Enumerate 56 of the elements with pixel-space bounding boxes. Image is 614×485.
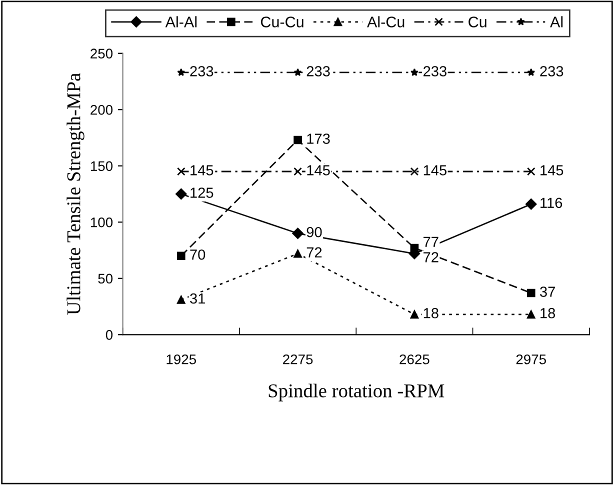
point xyxy=(294,167,302,176)
data-label: 233 xyxy=(424,66,446,76)
point xyxy=(410,167,419,176)
legend-label: Al-Cu xyxy=(367,16,404,28)
point xyxy=(176,188,187,200)
legend-label: Cu-Cu xyxy=(260,16,304,28)
data-label: 173 xyxy=(307,134,330,144)
y-tick-label: 150 xyxy=(90,161,113,172)
x-axis-title: Spindle rotation -RPM xyxy=(268,384,444,402)
legend-label: Al-Al xyxy=(165,16,197,28)
legend-label: Cu xyxy=(468,16,486,28)
data-label: 72 xyxy=(306,247,322,258)
data-label: 116 xyxy=(540,198,562,208)
x-tick-label: 2275 xyxy=(283,354,313,364)
point xyxy=(294,249,302,258)
x-tick-label: 2975 xyxy=(516,354,546,364)
point xyxy=(177,68,186,76)
data-label: 145 xyxy=(190,165,214,176)
data-label: 70 xyxy=(190,249,206,260)
data-label: 125 xyxy=(190,188,214,198)
data-label: 233 xyxy=(190,66,214,76)
data-label: 72 xyxy=(424,252,438,262)
y-axis-title: Ultimate Tensile Strength-MPa xyxy=(66,73,84,315)
data-label: 18 xyxy=(424,308,438,318)
point xyxy=(526,167,536,176)
data-label: 145 xyxy=(307,165,330,176)
y-tick-label: 250 xyxy=(90,48,113,59)
y-tick-label: 200 xyxy=(90,104,113,115)
point xyxy=(526,198,537,210)
point xyxy=(176,252,186,260)
y-tick-label: 50 xyxy=(98,274,113,284)
data-label: 37 xyxy=(540,286,555,297)
y-tick-label: 0 xyxy=(106,330,113,340)
data-label: 145 xyxy=(424,165,447,176)
point xyxy=(294,68,302,76)
data-label: 90 xyxy=(306,226,322,238)
x-tick-label: 2625 xyxy=(400,354,430,364)
point xyxy=(176,296,186,304)
legend-label: Al xyxy=(550,16,563,28)
point xyxy=(410,68,418,76)
point xyxy=(410,244,419,252)
x-tick-label: 1925 xyxy=(166,354,196,364)
data-label: 31 xyxy=(190,293,205,304)
point xyxy=(292,228,304,239)
y-tick-label: 100 xyxy=(90,217,113,228)
point xyxy=(294,136,302,144)
data-label: 233 xyxy=(540,66,564,76)
point xyxy=(176,167,186,176)
point xyxy=(526,288,536,298)
data-label: 18 xyxy=(540,308,556,318)
point xyxy=(410,310,419,319)
point xyxy=(527,68,536,76)
point xyxy=(526,310,536,319)
data-label: 145 xyxy=(540,165,564,176)
data-label: 233 xyxy=(306,66,330,76)
data-label: 77 xyxy=(424,236,438,247)
